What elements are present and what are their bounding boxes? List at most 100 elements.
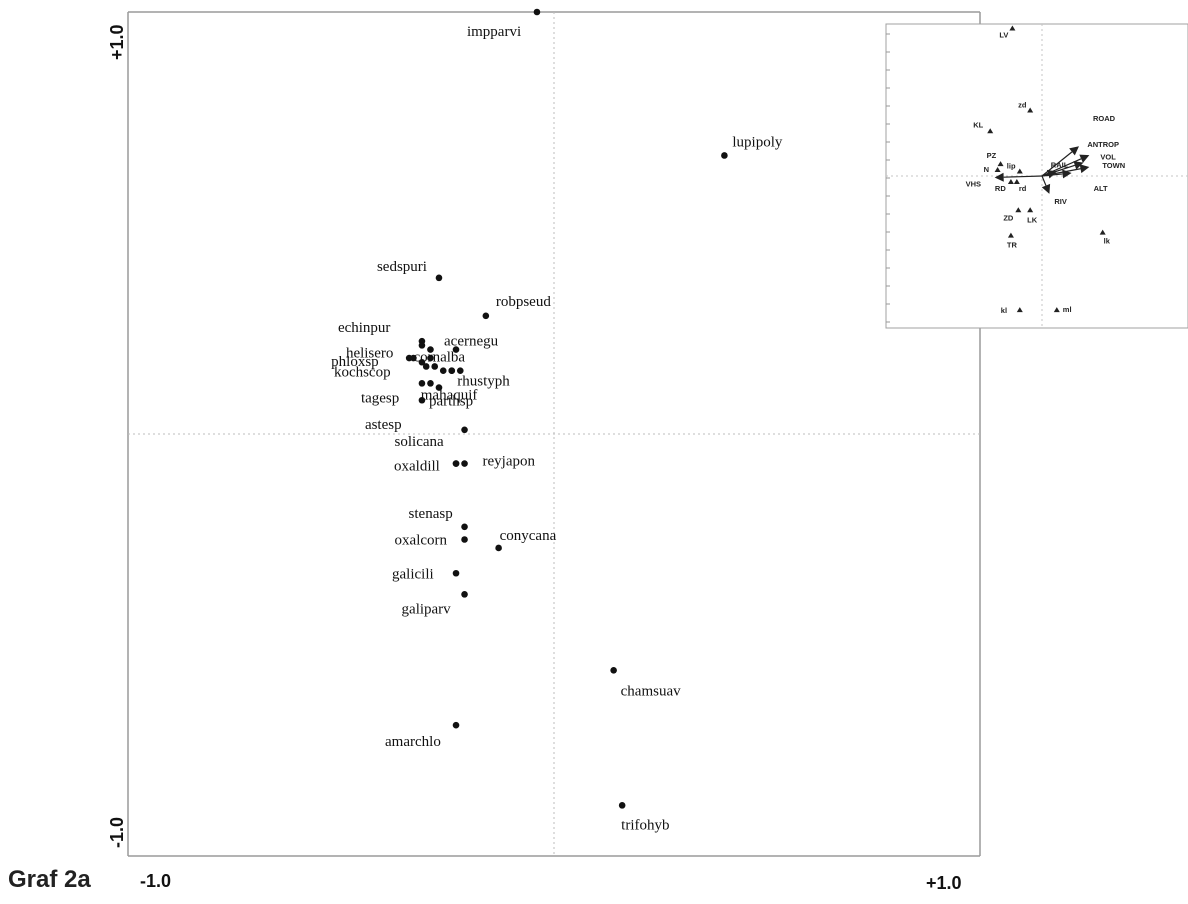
species-point-impparvi: [533, 8, 541, 16]
env-arrowhead-VOL: [1073, 161, 1084, 170]
species-points: [405, 8, 728, 809]
species-point-unlabeled: [422, 363, 430, 370]
species-label-mahaquif: mahaquif: [421, 388, 478, 404]
species-label-stenasp: stenasp: [409, 506, 453, 522]
env-label-VHS: VHS: [966, 179, 981, 188]
centroid-label-RD: RD: [995, 184, 1006, 193]
env-label-TOWN: TOWN: [1102, 161, 1125, 170]
env-arrowhead-RIV: [1041, 183, 1051, 194]
env-label-ROAD: ROAD: [1093, 114, 1116, 123]
species-label-oxaldill: oxaldill: [394, 459, 440, 475]
species-point-trifohyb: [618, 802, 626, 809]
figure-caption: Graf 2a: [8, 866, 91, 893]
species-label-parthsp: parthsp: [429, 394, 473, 410]
centroid-label-kl: kl: [1001, 306, 1007, 315]
env-label-ALT: ALT: [1094, 184, 1108, 193]
species-label-lupipoly: lupipoly: [732, 134, 783, 150]
centroid-marker-N: [994, 167, 1001, 173]
species-point-cornalba: [427, 346, 434, 353]
species-label-galicili: galicili: [392, 566, 434, 582]
centroid-marker-TR: [1007, 232, 1014, 238]
species-label-chamsuav: chamsuav: [621, 683, 681, 699]
species-label-impparvi: impparvi: [467, 24, 521, 40]
env-arrowhead-TOWN: [1079, 164, 1090, 174]
species-point-galiparv: [461, 591, 468, 598]
centroid-label-KL: KL: [973, 120, 983, 129]
species-label-conycana: conycana: [500, 528, 557, 544]
species-label-helisero: helisero: [346, 345, 393, 361]
species-label-amarchlo: amarchlo: [385, 734, 441, 750]
species-label-tagesp: tagesp: [361, 390, 399, 406]
centroid-label-ml: ml: [1063, 305, 1072, 314]
species-point-lupipoly: [721, 152, 728, 159]
species-point-helisero: [418, 342, 426, 349]
species-point-oxalcorn: [461, 536, 468, 543]
env-arrowhead-VHS: [994, 172, 1004, 182]
species-point-kochscop: [418, 358, 426, 366]
species-point-acernegu: [452, 346, 460, 353]
centroid-marker-zd: [1027, 107, 1034, 113]
species-label-kochscop: kochscop: [334, 364, 391, 380]
centroid-label-N: N: [984, 165, 989, 174]
species-point-conycana: [495, 544, 502, 552]
inset-left-ticks: [886, 33, 890, 323]
species-label-phloxsp: phloxsp: [331, 354, 379, 370]
env-arrow-ALT: [1041, 173, 1063, 177]
x-tick-label-min: -1.0: [140, 871, 171, 891]
centroid-marker-LV: [1009, 25, 1016, 31]
species-label-rhustyph: rhustyph: [457, 374, 510, 390]
env-label-RAIL: RAIL: [1051, 161, 1069, 170]
centroid-marker-PZ: [997, 161, 1004, 167]
species-point-sedspuri: [435, 274, 443, 282]
env-arrow-ROAD: [1041, 151, 1073, 177]
species-label-echinpur: echinpur: [338, 320, 390, 336]
y-tick-label-min: -1.0: [107, 817, 127, 848]
centroid-marker-ZD: [1015, 207, 1022, 213]
centroid-label-LK: LK: [1027, 215, 1038, 224]
centroid-marker-lip: [1016, 168, 1023, 174]
species-label-trifohyb: trifohyb: [621, 817, 669, 833]
centroid-marker-rd: [1013, 178, 1020, 184]
species-label-oxalcorn: oxalcorn: [395, 533, 448, 549]
env-arrowhead-ROAD: [1069, 146, 1079, 156]
centroid-marker-ml: [1053, 307, 1060, 313]
species-point-stenasp: [461, 523, 468, 531]
inset-centroids: LV zd KL PZ N lip RD rd ZD LK TR lk kl ml: [973, 25, 1111, 315]
species-label-robpseud: robpseud: [496, 294, 551, 310]
species-label-cornalba: cornalba: [413, 350, 465, 366]
centroid-label-zd: zd: [1018, 100, 1027, 109]
species-point-parthsp: [435, 384, 443, 391]
species-point-galicili: [452, 569, 460, 577]
species-point-unlabeled: [427, 354, 434, 362]
species-point-amarchlo: [452, 721, 460, 729]
env-arrowhead-ALT: [1062, 169, 1072, 179]
centroid-label-rd: rd: [1019, 184, 1027, 193]
centroid-marker-kl: [1016, 307, 1023, 313]
species-label-galiparv: galiparv: [402, 601, 452, 617]
species-point-unlabeled: [427, 380, 434, 387]
env-arrowhead-RAIL: [1046, 169, 1057, 179]
species-label-solicana: solicana: [395, 434, 444, 450]
species-point-tagesp: [418, 380, 426, 387]
x-tick-label-max: +1.0: [926, 873, 962, 893]
centroid-label-PZ: PZ: [987, 151, 997, 160]
env-arrow-VHS: [1003, 175, 1043, 178]
centroid-label-TR: TR: [1007, 241, 1018, 250]
species-point-reyjapon: [461, 460, 468, 467]
centroid-label-lip: lip: [1007, 162, 1016, 171]
species-point-unlabeled: [448, 367, 456, 375]
species-point-rhustyph: [456, 367, 464, 375]
species-labels: impparvi lupipoly sedspuri robpseud echinpur…: [331, 24, 783, 833]
species-point-robpseud: [482, 312, 490, 320]
species-point-unlabeled: [410, 354, 417, 362]
env-arrow-RIV: [1041, 175, 1047, 186]
species-label-reyjapon: reyjapon: [483, 454, 536, 470]
species-label-astesp: astesp: [365, 417, 402, 433]
centroid-label-ZD: ZD: [1003, 213, 1014, 222]
centroid-marker-lk: [1099, 229, 1106, 235]
species-point-unlabeled: [452, 460, 460, 467]
centroid-label-lk: lk: [1104, 237, 1111, 246]
